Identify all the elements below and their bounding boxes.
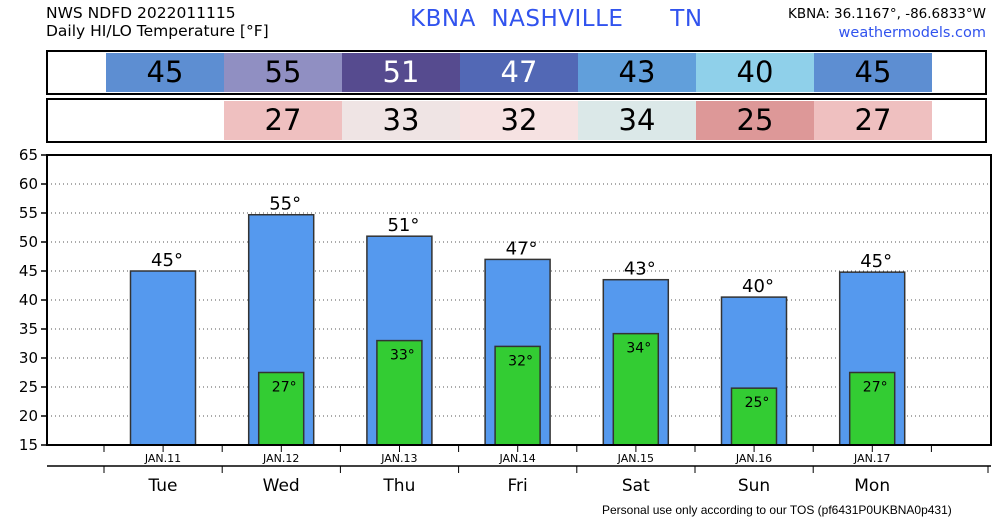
low-bar: [257, 371, 305, 446]
high-bar-label: 55°: [269, 194, 301, 215]
product-label: Daily HI/LO Temperature [°F]: [46, 22, 269, 40]
x-weekday-label: Thu: [382, 476, 415, 496]
x-date-label: JAN.14: [498, 452, 535, 465]
y-tick-label: 65: [19, 146, 38, 164]
low-bar-label: 25°: [745, 395, 770, 411]
y-tick-label: 30: [19, 349, 38, 367]
lo-cell-6: 27: [814, 101, 932, 140]
y-tick-label: 55: [19, 204, 38, 222]
hi-cell-0: 45: [106, 53, 224, 92]
high-bar-label: 51°: [387, 215, 419, 236]
coordinates-label: KBNA: 36.1167°, -86.6833°W: [787, 6, 986, 22]
hi-cell-5: 40: [696, 53, 814, 92]
x-weekday-label: Wed: [263, 476, 300, 496]
y-tick-label: 15: [19, 436, 38, 454]
low-temp-strip: 27 33 32 34 25 27: [46, 98, 987, 143]
site-link[interactable]: weathermodels.com: [838, 25, 986, 41]
lo-cell-0: [106, 101, 224, 140]
lo-cell-4: 34: [578, 101, 696, 140]
high-bar-label: 43°: [624, 259, 656, 280]
x-weekday-label: Fri: [507, 476, 527, 496]
x-date-label: JAN.13: [380, 452, 417, 465]
x-weekday-label: Mon: [854, 476, 890, 496]
hi-cell-6: 45: [814, 53, 932, 92]
header-right: KBNA: 36.1167°, -86.6833°W weathermodels…: [788, 5, 986, 43]
hi-cell-3: 47: [460, 53, 578, 92]
low-bar: [730, 387, 778, 446]
plot-frame: [46, 154, 992, 446]
high-bar-label: 45°: [151, 250, 183, 271]
x-date-label: JAN.16: [735, 452, 772, 465]
low-bar: [376, 339, 423, 446]
model-run-label: NWS NDFD 2022011115: [46, 4, 236, 22]
header-left: NWS NDFD 2022011115 Daily HI/LO Temperat…: [46, 4, 269, 40]
x-date-label: JAN.15: [617, 452, 654, 465]
lo-cell-2: 33: [342, 101, 460, 140]
x-weekday-label: Sun: [738, 476, 770, 496]
high-bar-label: 45°: [860, 251, 892, 272]
x-weekday-label: Tue: [147, 476, 177, 496]
footer-tos: Personal use only according to our TOS (…: [602, 503, 952, 517]
lo-cell-1: 27: [224, 101, 342, 140]
high-bar: [129, 270, 197, 446]
hi-cell-1: 55: [224, 53, 342, 92]
x-date-label: JAN.17: [853, 452, 890, 465]
low-bar-label: 32°: [508, 353, 533, 369]
station-title: KBNA NASHVILLE TN: [410, 6, 703, 32]
y-tick-label: 20: [19, 407, 38, 425]
y-tick-label: 50: [19, 233, 38, 251]
low-bar-label: 27°: [863, 380, 888, 396]
low-bar: [612, 332, 660, 446]
high-temp-strip: 45 55 51 47 43 40 45: [46, 50, 987, 95]
low-bar: [494, 345, 541, 446]
high-bar-label: 40°: [742, 276, 774, 297]
hi-cell-2: 51: [342, 53, 460, 92]
lo-cell-3: 32: [460, 101, 578, 140]
y-tick-label: 25: [19, 378, 38, 396]
y-tick-label: 60: [19, 175, 38, 193]
y-tick-label: 40: [19, 291, 38, 309]
hi-cell-4: 43: [578, 53, 696, 92]
x-date-label: JAN.12: [262, 452, 299, 465]
high-bar-label: 47°: [506, 238, 538, 259]
y-tick-label: 45: [19, 262, 38, 280]
low-bar-label: 27°: [272, 380, 297, 396]
low-bar-label: 33°: [390, 348, 415, 364]
low-bar-label: 34°: [626, 341, 651, 357]
x-date-label: JAN.11: [144, 452, 181, 465]
x-weekday-label: Sat: [622, 476, 650, 496]
y-tick-label: 35: [19, 320, 38, 338]
lo-cell-5: 25: [696, 101, 814, 140]
